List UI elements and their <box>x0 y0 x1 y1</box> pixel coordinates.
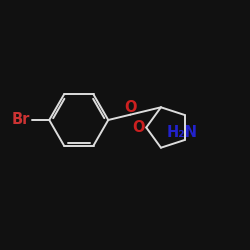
Text: Br: Br <box>12 112 30 128</box>
Text: O: O <box>132 120 144 135</box>
Text: H₂N: H₂N <box>167 125 198 140</box>
Text: O: O <box>124 100 137 115</box>
